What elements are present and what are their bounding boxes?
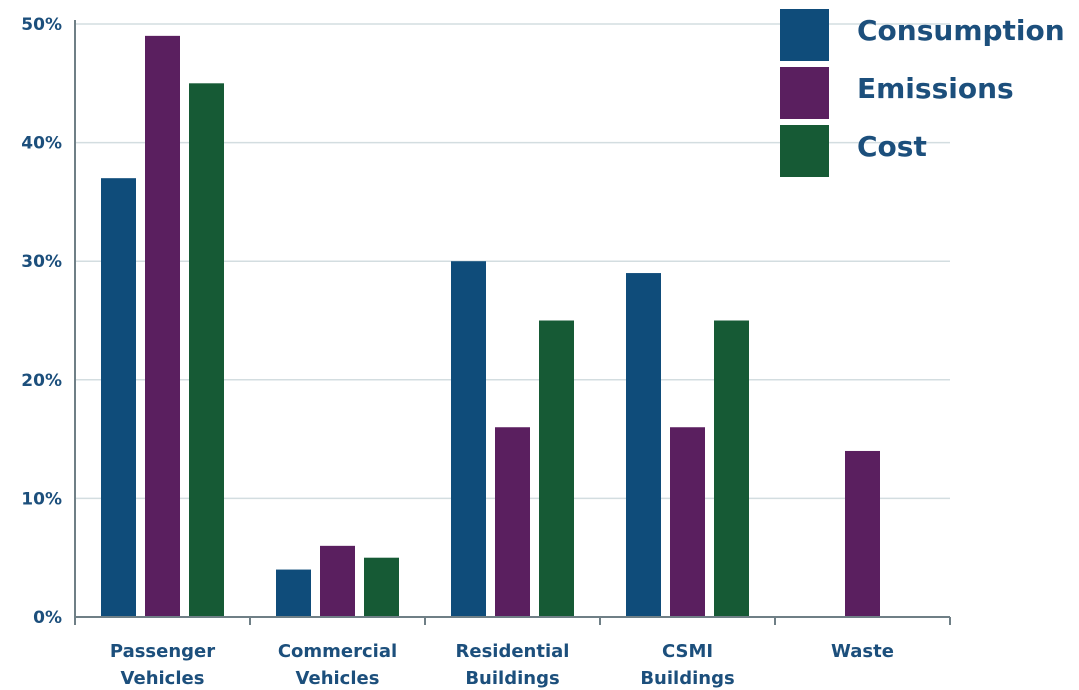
y-tick-label: 20% — [21, 371, 62, 391]
legend-label-consumption: Consumption — [857, 14, 1065, 47]
bar-emissions-1 — [320, 545, 355, 617]
bar-emissions-2 — [495, 427, 530, 617]
x-category-label: Commercial — [278, 641, 397, 662]
bar-emissions-0 — [145, 35, 180, 618]
x-category-labels: Passenger Vehicles Commercial Vehicles Resid… — [110, 641, 894, 689]
bar-consumption-2 — [451, 261, 486, 617]
bar-consumption-0 — [101, 178, 136, 617]
bar-cost-3 — [714, 320, 749, 617]
bar-emissions-3 — [670, 427, 705, 617]
bar-cost-1 — [364, 557, 399, 617]
x-category-label: CSMI — [662, 641, 713, 662]
x-category-label: Buildings — [640, 668, 734, 689]
x-category-label: Waste — [831, 641, 894, 662]
y-tick-label: 0% — [33, 608, 62, 628]
legend: Consumption Emissions Cost — [780, 9, 1065, 177]
x-category-label: Buildings — [465, 668, 559, 689]
x-category-label: Residential — [456, 641, 570, 662]
y-tick-label: 40% — [21, 134, 62, 154]
y-tick-label: 10% — [21, 489, 62, 509]
x-category-label: Passenger — [110, 641, 215, 662]
x-category-label: Vehicles — [121, 668, 205, 689]
y-tick-label: 50% — [21, 15, 62, 35]
bar-cost-2 — [539, 320, 574, 617]
x-category-label: Vehicles — [296, 668, 380, 689]
bar-emissions-4 — [845, 450, 880, 617]
axes — [74, 20, 951, 625]
bars — [101, 35, 880, 618]
bar-consumption-1 — [276, 569, 311, 617]
y-tick-labels: 0% 10% 20% 30% 40% 50% — [21, 15, 62, 628]
bar-consumption-3 — [626, 273, 661, 617]
legend-swatch-cost — [780, 125, 829, 177]
legend-swatch-consumption — [780, 9, 829, 61]
legend-swatch-emissions — [780, 67, 829, 119]
bar-cost-0 — [189, 83, 224, 618]
legend-label-emissions: Emissions — [857, 72, 1014, 105]
legend-label-cost: Cost — [857, 130, 927, 163]
y-tick-label: 30% — [21, 252, 62, 272]
